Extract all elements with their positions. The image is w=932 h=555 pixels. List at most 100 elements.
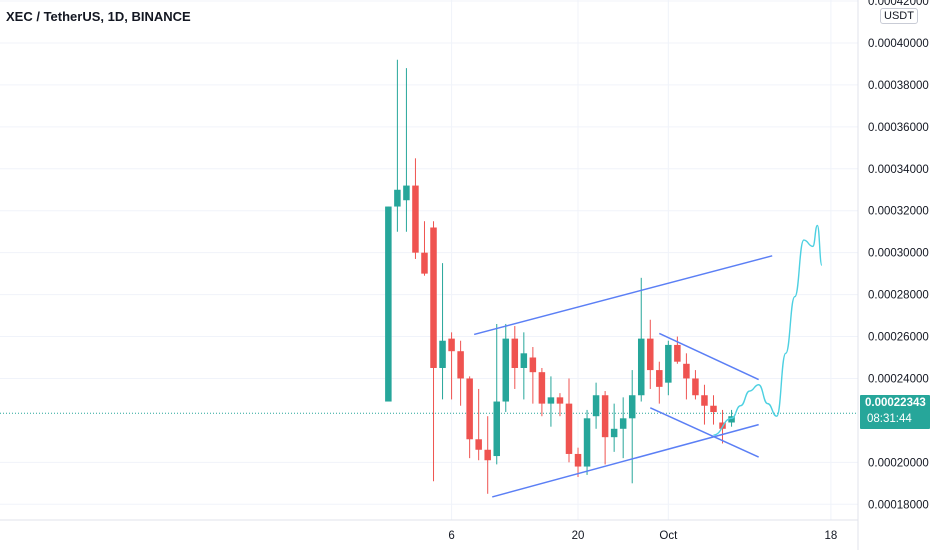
price-tick-label: 0.00034000: [868, 164, 929, 176]
candle: [656, 361, 663, 404]
candle: [457, 340, 464, 406]
candle-body: [665, 344, 672, 383]
price-tick-label: 0.00028000: [868, 290, 929, 302]
candle: [628, 370, 636, 484]
candle-body: [466, 378, 473, 440]
candles: [385, 59, 735, 494]
time-tick-label: Oct: [659, 530, 678, 542]
time-tick-label: 6: [448, 530, 454, 542]
candle-body: [547, 397, 555, 404]
candle-body: [710, 405, 717, 413]
candle-body: [683, 363, 690, 379]
candle-body: [484, 449, 491, 461]
candle: [538, 367, 546, 417]
candle: [619, 397, 627, 459]
time-tick-label: 20: [572, 530, 585, 542]
candle: [466, 376, 473, 459]
candle: [647, 319, 654, 389]
time-axis[interactable]: 6 20 Oct 18: [448, 530, 837, 542]
bar-countdown: 08:31:44: [867, 413, 912, 425]
candle-body: [385, 206, 392, 402]
price-axis[interactable]: 0.00042000 0.00040000 0.00038000 0.00036000…: [868, 0, 929, 511]
candle: [430, 221, 437, 482]
candle-body: [619, 418, 627, 429]
candle: [556, 393, 564, 417]
candle-body: [601, 395, 609, 438]
candle-body: [448, 338, 455, 352]
candle-body: [475, 439, 482, 450]
price-tick-label: 0.00018000: [868, 499, 929, 511]
candle: [565, 378, 573, 463]
trend-line[interactable]: [473, 255, 773, 336]
price-tick-label: 0.00020000: [868, 457, 929, 469]
candle-body: [728, 416, 735, 423]
candle-body: [439, 340, 446, 368]
candle: [547, 376, 555, 427]
candle: [692, 370, 699, 400]
candle: [421, 221, 428, 276]
chart-title: XEC / TetherUS, 1D, BINANCE: [6, 9, 191, 24]
candle-body: [421, 252, 428, 274]
candle: [529, 347, 537, 404]
candle-body: [520, 353, 528, 368]
trend-line[interactable]: [658, 332, 759, 381]
candle: [385, 206, 392, 402]
candle-body: [493, 401, 500, 457]
candle: [520, 332, 528, 400]
forecast-path[interactable]: [713, 224, 823, 436]
candle: [448, 332, 455, 400]
last-price-value: 0.00022343: [865, 397, 926, 409]
price-tick-label: 0.00040000: [868, 38, 929, 50]
price-tick-label: 0.00030000: [868, 248, 929, 260]
candle-body: [592, 395, 600, 417]
trend-line[interactable]: [649, 407, 759, 458]
time-tick-label: 18: [825, 530, 838, 542]
candle: [601, 391, 609, 465]
price-tick-label: 0.00026000: [868, 332, 929, 344]
drawings[interactable]: [473, 224, 823, 498]
price-tick-label: 0.00038000: [868, 80, 929, 92]
candle-body: [430, 227, 437, 368]
candle-body: [565, 403, 573, 454]
currency-unit-badge[interactable]: USDT: [880, 8, 918, 24]
candle: [610, 403, 618, 452]
candle-body: [610, 428, 618, 438]
candle-body: [647, 338, 654, 371]
candle-body: [457, 351, 464, 379]
candle-body: [403, 185, 410, 201]
candle: [403, 68, 410, 232]
candle: [665, 340, 672, 396]
candle-body: [701, 395, 708, 406]
price-tick-label: 0.00036000: [868, 122, 929, 134]
candle-body: [529, 357, 537, 373]
candle: [574, 447, 582, 478]
candle: [502, 323, 510, 413]
candle: [583, 409, 591, 475]
candle-body: [511, 338, 519, 368]
candle: [484, 416, 491, 494]
candle-body: [574, 453, 582, 467]
candle-body: [656, 370, 663, 387]
price-tick-label: 0.00042000: [868, 0, 929, 8]
price-tick-label: 0.00032000: [868, 206, 929, 218]
trend-line[interactable]: [492, 423, 759, 498]
candle-body: [412, 185, 419, 253]
candle: [701, 384, 708, 425]
candle-body: [556, 397, 564, 404]
grid: [0, 0, 858, 520]
candle-body: [637, 338, 645, 396]
candle-body: [628, 395, 636, 419]
candle-body: [394, 189, 401, 207]
candle-body: [674, 344, 681, 362]
candle-body: [583, 418, 591, 467]
candle: [683, 353, 690, 400]
candle-body: [502, 338, 510, 402]
candle-body: [538, 372, 546, 404]
candle: [511, 326, 519, 389]
candle: [439, 263, 446, 400]
candle: [394, 59, 401, 232]
last-price-tag: 0.00022343 08:31:44: [860, 395, 930, 429]
candle: [637, 277, 645, 402]
